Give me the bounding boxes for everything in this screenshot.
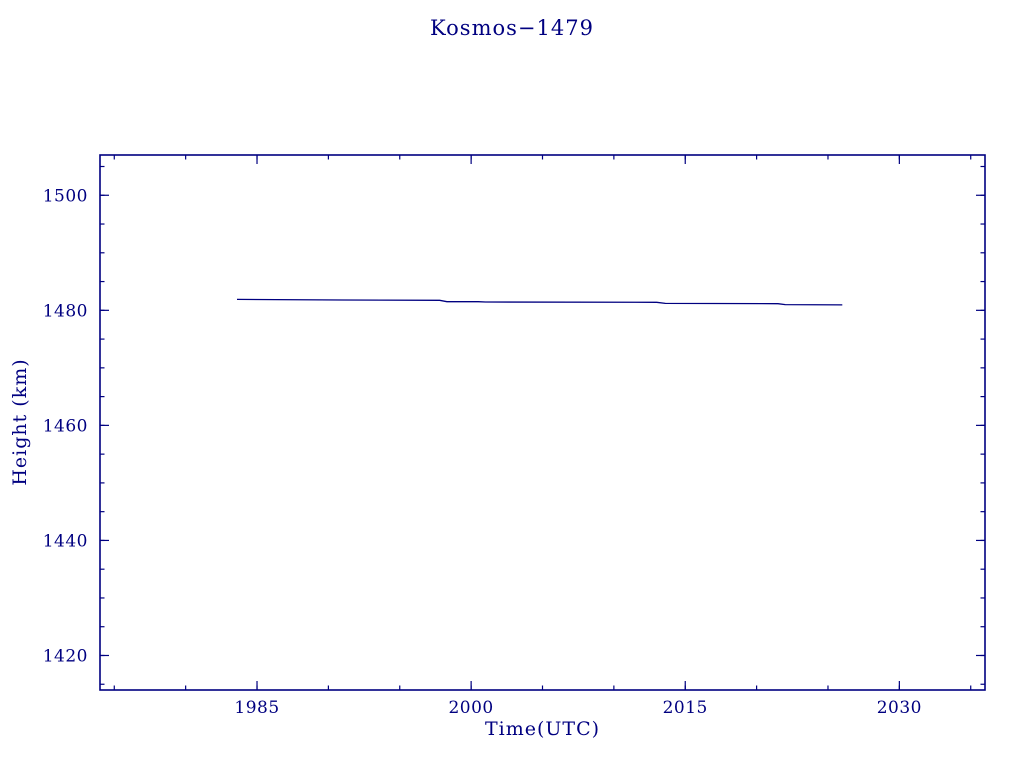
x-axis-label: Time(UTC) (484, 718, 601, 740)
chart-title: Kosmos−1479 (430, 16, 594, 40)
x-tick-label: 2030 (877, 698, 922, 718)
plot-frame (99, 154, 986, 691)
x-tick-label: 1985 (234, 698, 279, 718)
y-tick-label: 1440 (43, 531, 88, 551)
y-tick-label: 1500 (43, 186, 88, 206)
x-tick-label: 2000 (448, 698, 493, 718)
y-tick-label: 1460 (43, 416, 88, 436)
x-tick-label: 2015 (663, 698, 708, 718)
y-tick-label: 1480 (43, 301, 88, 321)
y-tick-label: 1420 (43, 646, 88, 666)
series-height-km (236, 298, 843, 306)
